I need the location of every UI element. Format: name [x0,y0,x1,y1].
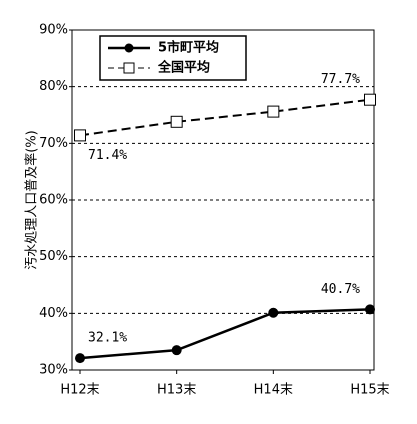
point [170,115,183,128]
legend-marker [123,62,135,74]
point [268,307,279,318]
legend-label: 全国平均 [157,60,210,76]
data-label: 32.1% [88,331,127,346]
y-tick-label: 70% [39,136,68,151]
plot-frame [71,29,375,371]
x-tick-label: H12末 [60,383,99,398]
y-tick-label: 50% [39,249,68,264]
legend-marker [124,43,134,53]
y-tick-label: 40% [39,306,68,321]
legend-label: 5市町平均 [158,40,219,56]
y-axis-label: 汚水処理人口普及率(%) [24,130,40,270]
y-tick-label: 30% [39,363,68,378]
point [75,353,85,364]
series-line [79,98,371,137]
data-label: 71.4% [88,148,127,163]
data-label: 40.7% [321,282,360,297]
point [171,345,182,356]
x-tick-label: H15末 [350,383,389,398]
point [267,105,280,118]
y-tick-label: 90% [39,23,68,38]
y-tick-label: 80% [39,79,68,94]
x-tick-label: H14末 [254,383,293,398]
y-tick-label: 60% [39,193,68,208]
point [365,304,375,315]
data-label: 77.7% [321,72,360,87]
x-tick-label: H13末 [157,383,196,398]
series-line [79,308,371,360]
point [364,93,376,106]
point [74,129,86,142]
